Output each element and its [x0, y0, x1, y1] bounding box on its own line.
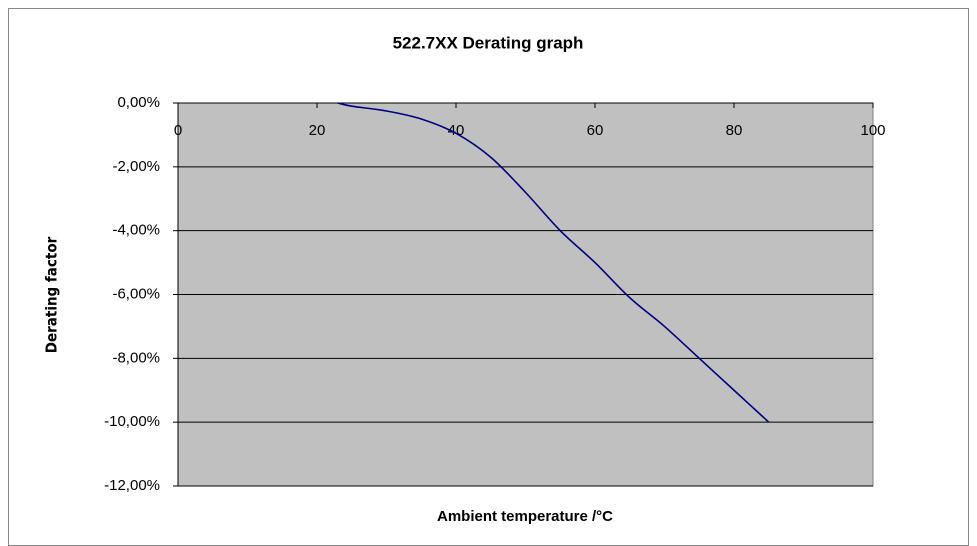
- x-tick-label: 40: [448, 122, 465, 139]
- chart-title: 522.7XX Derating graph: [393, 33, 584, 52]
- x-tick-label: 80: [726, 122, 743, 139]
- x-axis-title: Ambient temperature /°C: [437, 508, 613, 525]
- x-tick-label: 20: [309, 122, 326, 139]
- y-tick-label: 0,00%: [117, 94, 160, 111]
- data-line: [337, 102, 770, 423]
- y-tick-label: -2,00%: [112, 158, 160, 175]
- y-tick-label: -10,00%: [104, 413, 160, 430]
- x-tick-label: 60: [587, 122, 604, 139]
- x-tick-label: 0: [174, 122, 182, 139]
- y-tick-label: -8,00%: [112, 349, 160, 366]
- y-tick-label: -6,00%: [112, 285, 160, 302]
- y-tick-label: -4,00%: [112, 222, 160, 239]
- y-axis-title: Derating factor: [43, 236, 61, 353]
- y-tick-label: -12,00%: [104, 477, 160, 494]
- x-tick-label: 100: [860, 122, 885, 139]
